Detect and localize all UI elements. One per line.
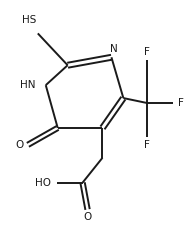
Text: O: O [83, 212, 92, 223]
Text: F: F [144, 140, 150, 150]
Text: O: O [16, 140, 24, 150]
Text: HN: HN [20, 80, 36, 90]
Text: HO: HO [35, 178, 51, 188]
Text: HS: HS [22, 16, 36, 25]
Text: N: N [109, 44, 117, 54]
Text: F: F [144, 47, 150, 57]
Text: F: F [178, 98, 184, 108]
